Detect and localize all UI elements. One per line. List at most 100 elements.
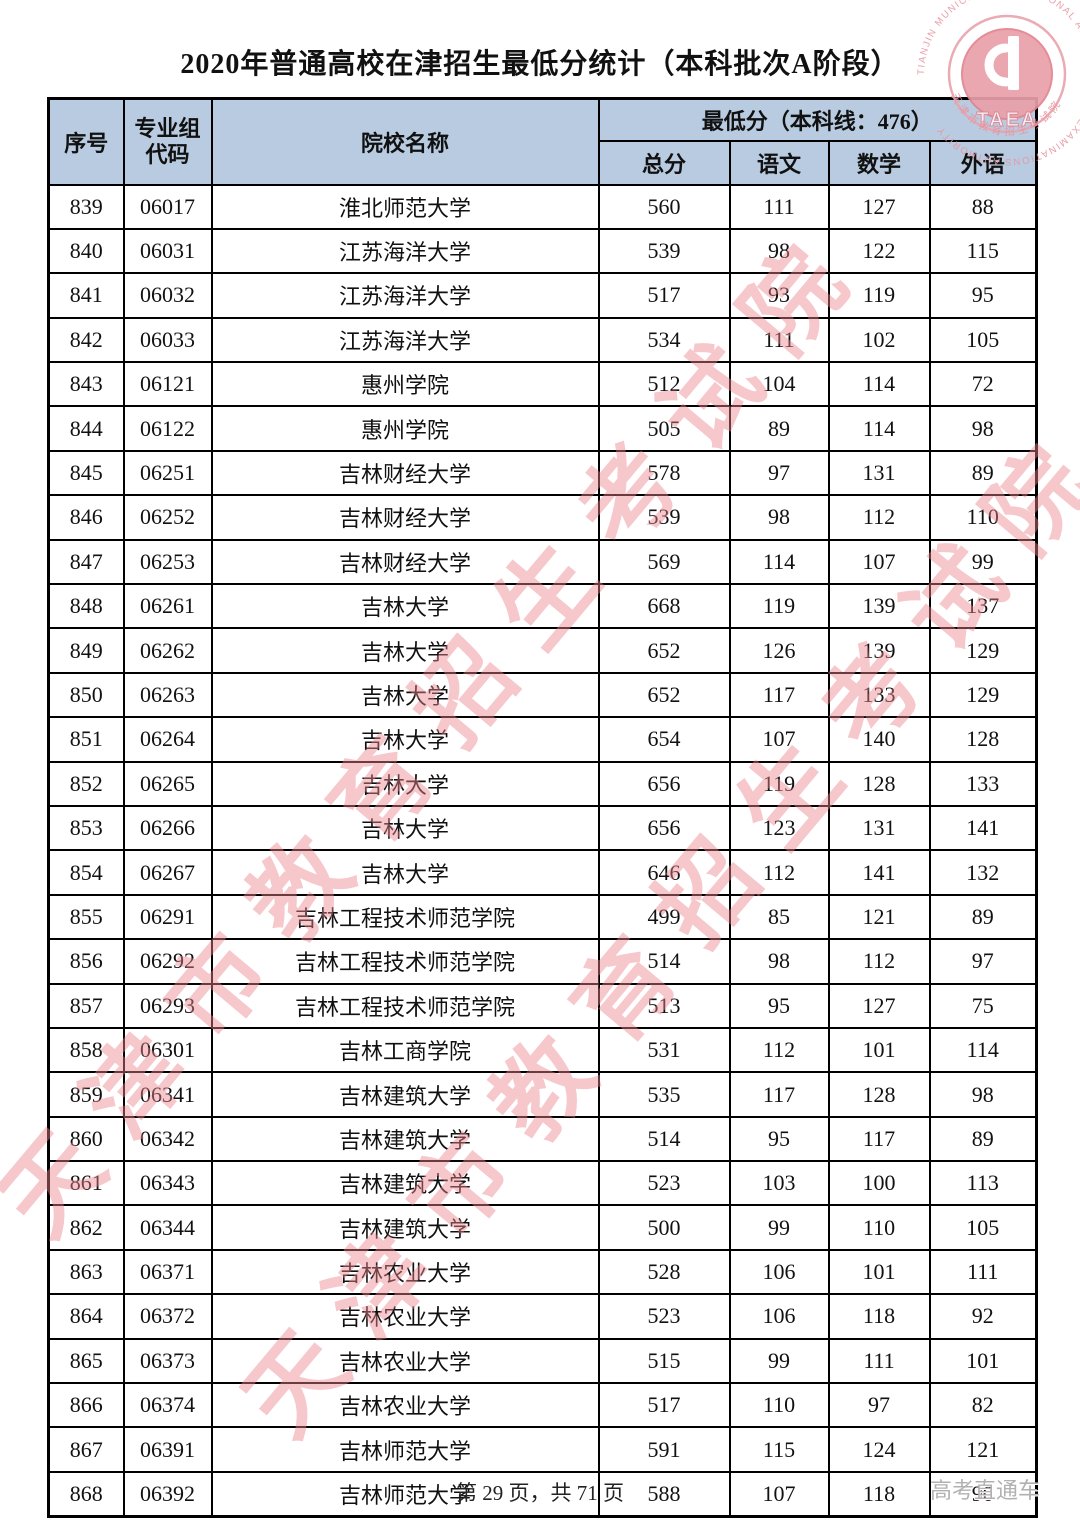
cell-total-score: 656 bbox=[597, 804, 731, 852]
cell-math-score: 97 bbox=[827, 1382, 931, 1429]
cell-chinese-score: 117 bbox=[728, 1071, 830, 1118]
header-row-2: 总分 语文 数学 外语 bbox=[49, 139, 1038, 186]
cell-foreign-score: 141 bbox=[928, 804, 1038, 852]
cell-total-score: 514 bbox=[597, 1115, 731, 1163]
cell-foreign-score: 132 bbox=[928, 849, 1038, 896]
cell-school-name: 吉林农业大学 bbox=[210, 1382, 600, 1429]
cell-foreign-score: 75 bbox=[928, 982, 1038, 1029]
cell-group-code: 06293 bbox=[122, 982, 213, 1029]
cell-foreign-score: 97 bbox=[928, 938, 1038, 985]
cell-group-code: 06392 bbox=[122, 1470, 213, 1518]
cell-math-score: 131 bbox=[827, 804, 931, 852]
cell-total-score: 656 bbox=[597, 760, 731, 807]
cell-group-code: 06344 bbox=[122, 1204, 213, 1251]
cell-group-code: 06266 bbox=[122, 804, 213, 852]
cell-seq: 841 bbox=[47, 272, 125, 319]
cell-foreign-score: 95 bbox=[928, 272, 1038, 319]
table-row: 842 06033 江苏海洋大学 534 111 102 105 bbox=[47, 316, 1038, 364]
cell-total-score: 499 bbox=[597, 893, 731, 941]
cell-total-score: 646 bbox=[597, 849, 731, 896]
cell-foreign-score: 110 bbox=[928, 494, 1038, 541]
cell-school-name: 吉林大学 bbox=[210, 804, 600, 852]
cell-school-name: 江苏海洋大学 bbox=[210, 272, 600, 319]
cell-foreign-score: 72 bbox=[928, 361, 1038, 408]
cell-school-name: 吉林工商学院 bbox=[210, 1026, 600, 1074]
table-row: 849 06262 吉林大学 652 126 139 129 bbox=[47, 627, 1038, 674]
cell-seq: 849 bbox=[47, 627, 125, 674]
table-row: 867 06391 吉林师范大学 591 115 124 121 bbox=[47, 1426, 1038, 1473]
cell-chinese-score: 99 bbox=[728, 1337, 830, 1385]
cell-group-code: 06264 bbox=[122, 716, 213, 763]
cell-math-score: 107 bbox=[827, 538, 931, 586]
cell-group-code: 06373 bbox=[122, 1337, 213, 1385]
cell-math-score: 117 bbox=[827, 1115, 931, 1163]
cell-chinese-score: 95 bbox=[728, 982, 830, 1029]
table-row: 868 06392 吉林师范大学 588 107 118 90 bbox=[47, 1470, 1038, 1518]
cell-total-score: 539 bbox=[597, 227, 731, 275]
cell-seq: 847 bbox=[47, 538, 125, 586]
cell-school-name: 吉林农业大学 bbox=[210, 1337, 600, 1385]
cell-foreign-score: 128 bbox=[928, 716, 1038, 763]
table-row: 861 06343 吉林建筑大学 523 103 100 113 bbox=[47, 1160, 1038, 1207]
table-row: 848 06261 吉林大学 668 119 139 137 bbox=[47, 583, 1038, 630]
table-row: 854 06267 吉林大学 646 112 141 132 bbox=[47, 849, 1038, 896]
cell-group-code: 06261 bbox=[122, 583, 213, 630]
cell-chinese-score: 110 bbox=[728, 1382, 830, 1429]
cell-chinese-score: 107 bbox=[728, 716, 830, 763]
cell-total-score: 523 bbox=[597, 1160, 731, 1207]
cell-school-name: 惠州学院 bbox=[210, 361, 600, 408]
cell-chinese-score: 103 bbox=[728, 1160, 830, 1207]
col-header-total: 总分 bbox=[597, 139, 731, 186]
table-row: 846 06252 吉林财经大学 539 98 112 110 bbox=[47, 494, 1038, 541]
col-header-group-code-line2: 代码 bbox=[145, 141, 190, 167]
cell-seq: 853 bbox=[47, 804, 125, 852]
cell-seq: 868 bbox=[47, 1470, 125, 1518]
cell-group-code: 06263 bbox=[122, 671, 213, 719]
cell-chinese-score: 104 bbox=[728, 361, 830, 408]
cell-seq: 859 bbox=[47, 1071, 125, 1118]
cell-seq: 854 bbox=[47, 849, 125, 896]
cell-total-score: 569 bbox=[597, 538, 731, 586]
cell-chinese-score: 111 bbox=[728, 316, 830, 364]
cell-total-score: 535 bbox=[597, 1071, 731, 1118]
cell-math-score: 140 bbox=[827, 716, 931, 763]
table-row: 843 06121 惠州学院 512 104 114 72 bbox=[47, 361, 1038, 408]
footer-brand-text: 高考直通车 bbox=[929, 1478, 1040, 1503]
cell-foreign-score: 129 bbox=[928, 671, 1038, 719]
cell-group-code: 06252 bbox=[122, 494, 213, 541]
table-row: 844 06122 惠州学院 505 89 114 98 bbox=[47, 405, 1038, 452]
cell-seq: 845 bbox=[47, 449, 125, 497]
header-row-1: 序号 专业组 代码 院校名称 最低分（本科线：476） bbox=[47, 97, 1038, 186]
table-row: 863 06371 吉林农业大学 528 106 101 111 bbox=[47, 1248, 1038, 1296]
cell-group-code: 06291 bbox=[122, 893, 213, 941]
cell-math-score: 139 bbox=[827, 627, 931, 674]
col-header-math: 数学 bbox=[827, 139, 931, 186]
table-row: 858 06301 吉林工商学院 531 112 101 114 bbox=[47, 1026, 1038, 1074]
cell-chinese-score: 106 bbox=[728, 1293, 830, 1340]
cell-group-code: 06301 bbox=[122, 1026, 213, 1074]
table-row: 850 06263 吉林大学 652 117 133 129 bbox=[47, 671, 1038, 719]
cell-chinese-score: 112 bbox=[728, 849, 830, 896]
cell-total-score: 514 bbox=[597, 938, 731, 985]
cell-school-name: 吉林建筑大学 bbox=[210, 1115, 600, 1163]
cell-school-name: 吉林大学 bbox=[210, 627, 600, 674]
cell-school-name: 吉林工程技术师范学院 bbox=[210, 938, 600, 985]
cell-group-code: 06122 bbox=[122, 405, 213, 452]
cell-total-score: 513 bbox=[597, 982, 731, 1029]
cell-foreign-score: 101 bbox=[928, 1337, 1038, 1385]
cell-total-score: 512 bbox=[597, 361, 731, 408]
cell-group-code: 06267 bbox=[122, 849, 213, 896]
cell-foreign-score: 92 bbox=[928, 1293, 1038, 1340]
cell-chinese-score: 98 bbox=[728, 227, 830, 275]
cell-chinese-score: 85 bbox=[728, 893, 830, 941]
cell-math-score: 128 bbox=[827, 760, 931, 807]
cell-total-score: 591 bbox=[597, 1426, 731, 1473]
cell-school-name: 吉林大学 bbox=[210, 760, 600, 807]
cell-school-name: 吉林师范大学 bbox=[210, 1470, 600, 1518]
cell-chinese-score: 111 bbox=[728, 183, 830, 230]
cell-school-name: 吉林建筑大学 bbox=[210, 1160, 600, 1207]
table-row: 841 06032 江苏海洋大学 517 93 119 95 bbox=[47, 272, 1038, 319]
cell-total-score: 588 bbox=[597, 1470, 731, 1518]
cell-group-code: 06343 bbox=[122, 1160, 213, 1207]
cell-foreign-score: 137 bbox=[928, 583, 1038, 630]
